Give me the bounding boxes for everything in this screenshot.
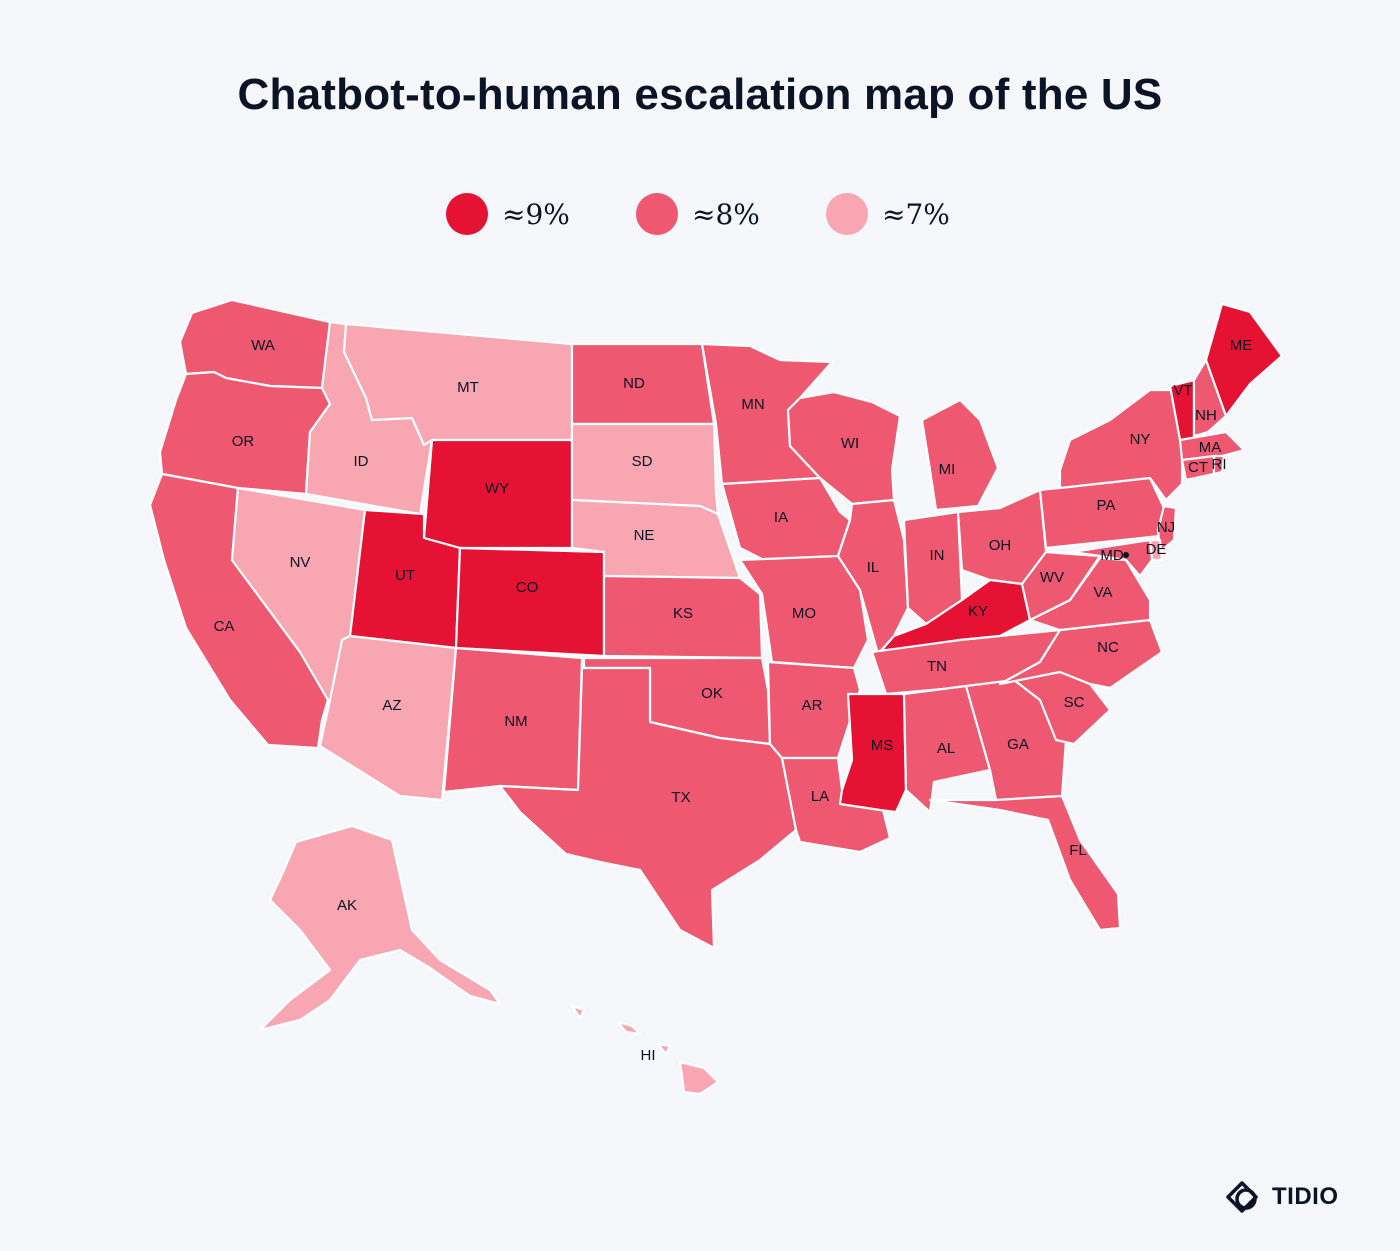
state-label-mt: MT <box>457 379 479 396</box>
state-label-ca: CA <box>214 618 235 635</box>
state-label-nc: NC <box>1097 639 1119 656</box>
state-label-ma: MA <box>1199 439 1222 456</box>
state-label-ct: CT <box>1188 459 1208 476</box>
state-label-mi: MI <box>939 461 956 478</box>
state-hi <box>570 1004 720 1096</box>
state-label-wa: WA <box>251 337 275 354</box>
state-nj <box>1156 504 1178 554</box>
state-nh <box>1192 358 1228 438</box>
state-label-de: DE <box>1146 541 1167 558</box>
labels-layer: WA OR CA ID NV MT WY UT CO AZ NM ND SD NE KS OK TX MN IA MO… <box>214 337 1253 1064</box>
state-la <box>780 756 892 854</box>
brand-logo: TIDIO <box>1222 1177 1339 1217</box>
legend-label-high: ≈9% <box>502 197 570 231</box>
state-label-oh: OH <box>989 537 1012 554</box>
state-label-vt: VT <box>1173 382 1192 399</box>
legend-item-low: ≈7% <box>826 192 950 236</box>
state-label-al: AL <box>937 740 955 757</box>
brand-name: TIDIO <box>1272 1183 1339 1210</box>
state-az <box>318 634 458 802</box>
legend-item-mid: ≈8% <box>636 192 760 236</box>
legend-swatch-high <box>446 193 488 235</box>
legend-item-high: ≈9% <box>446 192 570 236</box>
state-label-ne: NE <box>634 527 655 544</box>
state-ma <box>1178 430 1246 462</box>
state-label-tn: TN <box>927 658 947 675</box>
state-label-nm: NM <box>504 713 527 730</box>
state-me <box>1204 302 1284 418</box>
state-label-ks: KS <box>673 605 693 622</box>
state-label-ri: RI <box>1212 456 1227 473</box>
tidio-logo-icon <box>1226 1181 1258 1213</box>
state-label-nd: ND <box>623 375 645 392</box>
state-label-fl: FL <box>1069 842 1087 859</box>
state-md <box>1070 538 1154 578</box>
state-label-ny: NY <box>1130 431 1151 448</box>
state-label-ar: AR <box>802 697 823 714</box>
state-label-me: ME <box>1230 337 1253 354</box>
state-fl <box>928 794 1122 932</box>
state-label-wi: WI <box>841 435 859 452</box>
state-label-va: VA <box>1094 584 1113 601</box>
legend-label-mid: ≈8% <box>692 197 760 231</box>
state-label-mo: MO <box>792 605 816 622</box>
state-label-az: AZ <box>382 697 401 714</box>
state-label-mn: MN <box>741 396 764 413</box>
state-label-ia: IA <box>774 509 788 526</box>
state-tx <box>498 666 798 950</box>
legend-label-low: ≈7% <box>882 197 950 231</box>
legend-swatch-mid <box>636 193 678 235</box>
states-layer <box>148 298 1284 1096</box>
map-title: Chatbot-to-human escalation map of the U… <box>237 70 1163 119</box>
state-label-or: OR <box>232 433 255 450</box>
state-nc <box>998 618 1164 690</box>
state-label-ak: AK <box>337 897 357 914</box>
state-label-pa: PA <box>1097 497 1116 514</box>
state-co <box>454 546 606 658</box>
state-label-co: CO <box>516 579 539 596</box>
state-label-id: ID <box>354 453 369 470</box>
dc-marker <box>1123 552 1129 558</box>
state-mi <box>920 398 1000 512</box>
state-label-sc: SC <box>1064 694 1085 711</box>
state-label-ga: GA <box>1007 736 1029 753</box>
state-label-wy: WY <box>485 480 509 497</box>
legend: ≈9% ≈8% ≈7% <box>0 192 1400 236</box>
state-wy <box>422 438 574 550</box>
state-label-il: IL <box>867 559 880 576</box>
state-label-nj: NJ <box>1157 519 1175 536</box>
state-ks <box>602 574 764 660</box>
state-label-nh: NH <box>1195 407 1217 424</box>
legend-swatch-low <box>826 193 868 235</box>
state-label-hi: HI <box>641 1047 656 1064</box>
state-label-ok: OK <box>701 685 723 702</box>
state-label-in: IN <box>930 547 945 564</box>
state-ri <box>1212 454 1226 476</box>
state-label-la: LA <box>811 788 829 805</box>
state-label-sd: SD <box>632 453 653 470</box>
state-label-ut: UT <box>395 567 415 584</box>
state-label-ky: KY <box>968 603 988 620</box>
state-label-wv: WV <box>1040 569 1064 586</box>
state-label-nv: NV <box>290 554 311 571</box>
state-label-ms: MS <box>871 737 894 754</box>
state-label-tx: TX <box>671 789 690 806</box>
state-label-md: MD <box>1100 547 1123 564</box>
state-ak <box>258 824 502 1032</box>
